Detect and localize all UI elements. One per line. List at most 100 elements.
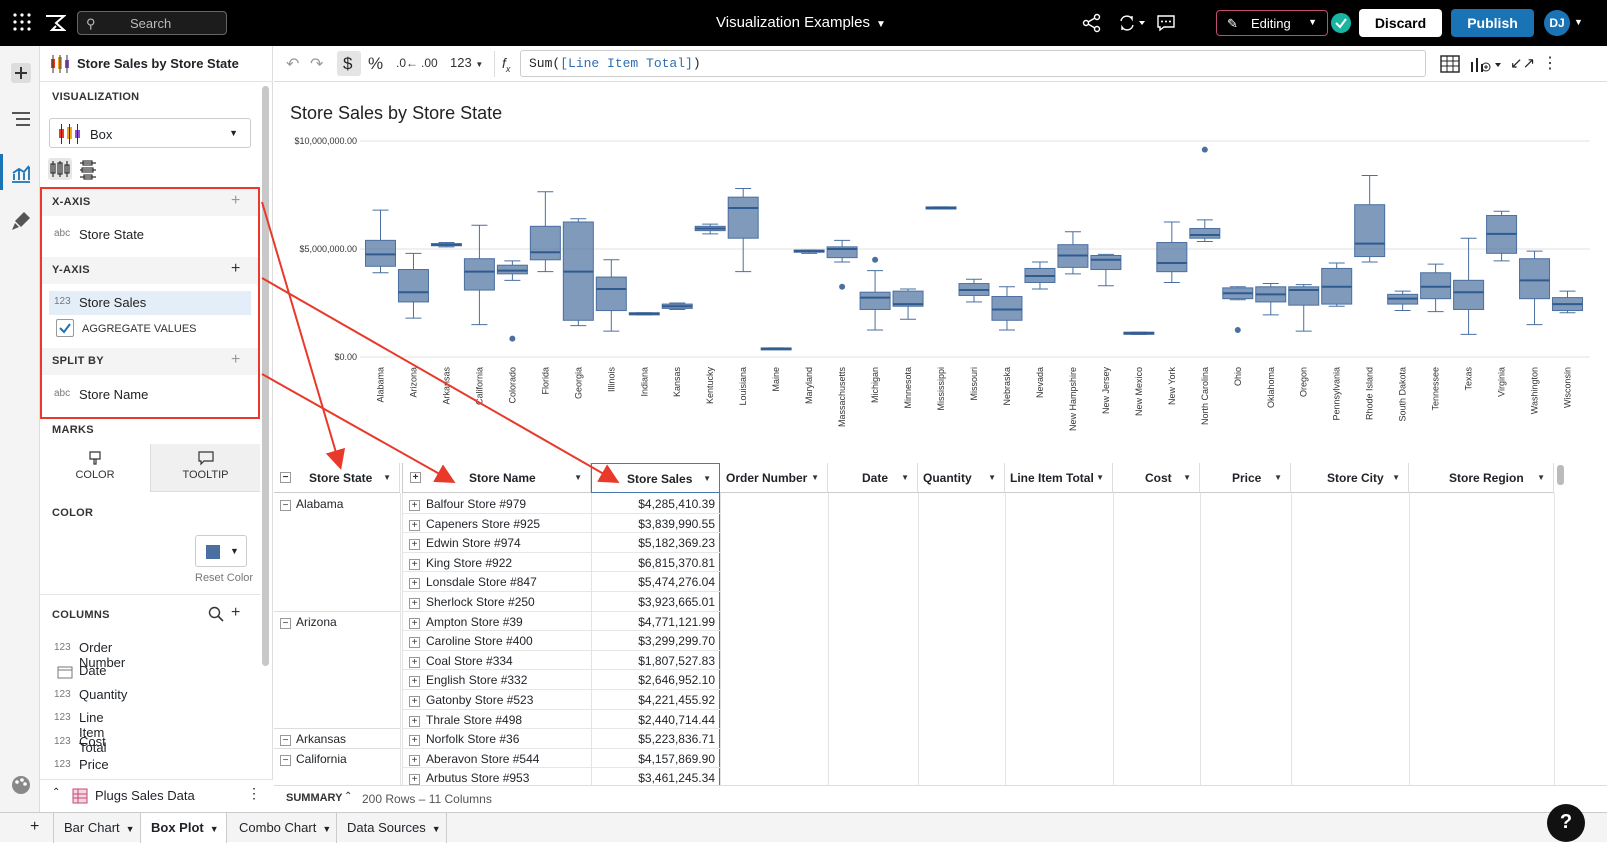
column-header-price[interactable]: Price ▼ <box>1200 463 1291 493</box>
viz-type-select[interactable]: Box ▼ <box>49 118 251 148</box>
refresh-menu-icon[interactable] <box>1117 13 1147 33</box>
expand-icon[interactable]: + <box>410 472 421 483</box>
marks-tab-color[interactable]: COLOR <box>40 444 150 492</box>
tab-data-sources[interactable]: Data Sources ▼ <box>337 813 447 843</box>
decrease-decimal-icon[interactable]: .0← <box>396 56 419 70</box>
editing-mode-button[interactable]: ✎ Editing ▼ <box>1216 10 1328 36</box>
sigma-logo-icon[interactable] <box>44 12 66 34</box>
expand-icon[interactable]: + <box>409 715 420 727</box>
table-cell-store[interactable]: + Norfolk Store #36 <box>409 729 519 749</box>
chevron-up-icon[interactable]: ⌃ <box>52 787 61 798</box>
table-cell-state[interactable]: − Alabama <box>280 494 343 514</box>
table-cell-store[interactable]: + Balfour Store #979 <box>409 494 526 514</box>
table-cell-store[interactable]: + Ampton Store #39 <box>409 612 523 632</box>
share-icon[interactable] <box>1082 13 1102 33</box>
vertical-box-toggle[interactable] <box>48 158 72 180</box>
expand-icon[interactable]: + <box>409 656 420 668</box>
search-icon[interactable] <box>208 606 224 622</box>
table-cell-state[interactable]: − California <box>280 749 347 769</box>
table-cell-store[interactable]: + English Store #332 <box>409 670 527 690</box>
table-cell-sales[interactable]: $6,815,370.81 <box>638 555 715 570</box>
table-cell-store[interactable]: + Sherlock Store #250 <box>409 592 535 612</box>
number-format-select[interactable]: 123 ▼ <box>450 55 483 70</box>
outline-icon[interactable] <box>10 108 32 130</box>
table-cell-store[interactable]: + Coal Store #334 <box>409 651 513 671</box>
tab-bar-chart[interactable]: Bar Chart ▼ <box>53 813 141 843</box>
chevron-down-icon[interactable]: ▼ <box>383 473 391 482</box>
aggregate-checkbox[interactable] <box>56 319 74 337</box>
table-cell-sales[interactable]: $3,839,990.55 <box>638 516 715 531</box>
y-axis-field[interactable]: 123 Store Sales <box>49 291 251 315</box>
expand-icon[interactable]: + <box>409 598 420 609</box>
formula-input[interactable]: Sum([Line Item Total]) <box>520 50 1426 77</box>
column-header-store-state[interactable]: − Store State ▼ <box>274 463 400 493</box>
table-cell-sales[interactable]: $2,440,714.44 <box>638 712 715 727</box>
data-source-footer[interactable]: ⌃ Plugs Sales Data ⋮ <box>40 779 273 811</box>
chevron-down-icon[interactable]: ▼ <box>1096 473 1104 482</box>
undo-icon[interactable]: ↶ <box>286 56 300 73</box>
table-cell-store[interactable]: + Thrale Store #498 <box>409 710 522 730</box>
expand-icon[interactable]: + <box>409 519 420 531</box>
column-header-order-number[interactable]: Order Number ▼ <box>720 463 828 493</box>
expand-icon[interactable]: + <box>409 735 420 747</box>
table-cell-sales[interactable]: $3,923,665.01 <box>638 595 715 609</box>
expand-icon[interactable]: + <box>409 578 420 590</box>
percent-format-icon[interactable]: % <box>368 54 384 73</box>
expand-icon[interactable]: + <box>409 637 420 649</box>
table-cell-sales[interactable]: $2,646,952.10 <box>638 673 715 688</box>
more-menu-icon[interactable]: ⋮ <box>1542 55 1558 72</box>
table-cell-sales[interactable]: $5,474,276.04 <box>638 575 715 590</box>
table-cell-state[interactable]: − Arizona <box>280 612 337 632</box>
collapse-icon[interactable]: − <box>280 617 291 629</box>
add-split-by-icon[interactable]: + <box>231 351 241 368</box>
publish-button[interactable]: Publish <box>1451 9 1534 37</box>
collapse-icon[interactable]: − <box>280 754 291 766</box>
chevron-down-icon[interactable]: ▼ <box>811 473 819 482</box>
increase-decimal-icon[interactable]: .00 <box>421 56 438 70</box>
table-cell-sales[interactable]: $5,223,836.71 <box>638 732 715 747</box>
chevron-down-icon[interactable]: ▼ <box>1274 473 1282 482</box>
currency-format-button[interactable]: $ <box>337 51 361 76</box>
add-element-icon[interactable] <box>10 62 32 84</box>
chevron-down-icon[interactable]: ▼ <box>1537 473 1545 482</box>
tab-box-plot[interactable]: Box Plot ▼ <box>141 813 227 843</box>
expand-icon[interactable]: + <box>409 558 420 570</box>
table-cell-store[interactable]: + Arbutus Store #953 <box>409 768 529 785</box>
column-header-cost[interactable]: Cost ▼ <box>1113 463 1200 493</box>
more-menu-icon[interactable]: ⋮ <box>247 785 261 801</box>
add-y-axis-icon[interactable]: + <box>231 260 241 277</box>
collapse-icon[interactable]: − <box>280 472 291 483</box>
redo-icon[interactable]: ↷ <box>310 56 324 73</box>
table-cell-store[interactable]: + Edwin Store #974 <box>409 533 521 553</box>
table-cell-store[interactable]: + Caroline Store #400 <box>409 631 533 651</box>
table-scrollbar[interactable] <box>1557 465 1564 485</box>
document-title[interactable]: Visualization Examples ▼ <box>716 14 886 31</box>
panel-scrollbar[interactable] <box>262 86 269 666</box>
chevron-down-icon[interactable]: ▼ <box>901 473 909 482</box>
chevron-down-icon[interactable]: ▼ <box>1183 473 1191 482</box>
expand-icon[interactable]: + <box>409 676 420 688</box>
chevron-up-icon[interactable]: ⌃ <box>344 791 353 802</box>
horizontal-box-icon[interactable] <box>78 159 98 181</box>
table-cell-sales[interactable]: $4,157,869.90 <box>638 751 715 766</box>
column-header-store-name[interactable]: + Store Name ▼ <box>402 463 591 493</box>
table-cell-sales[interactable]: $4,285,410.39 <box>638 497 715 511</box>
expand-icon[interactable]: + <box>409 617 420 629</box>
table-cell-state[interactable]: − Arkansas <box>280 729 346 749</box>
expand-icon[interactable]: + <box>409 500 420 511</box>
table-cell-sales[interactable]: $3,461,245.34 <box>638 771 715 785</box>
chevron-down-icon[interactable]: ▼ <box>1574 17 1583 27</box>
table-cell-store[interactable]: + Capeners Store #925 <box>409 514 540 534</box>
split-by-field[interactable]: abc Store Name <box>49 383 251 407</box>
table-cell-store[interactable]: + King Store #922 <box>409 553 512 573</box>
table-cell-sales[interactable]: $1,807,527.83 <box>638 653 715 668</box>
column-header-date[interactable]: Date ▼ <box>828 463 918 493</box>
help-button[interactable]: ? <box>1547 804 1585 842</box>
expand-icon[interactable]: + <box>409 754 420 766</box>
x-axis-field[interactable]: abc Store State <box>49 223 251 247</box>
collapse-icon[interactable]: − <box>280 735 291 747</box>
format-brush-icon[interactable] <box>10 210 32 232</box>
chevron-down-icon[interactable]: ▼ <box>574 473 582 482</box>
add-column-icon[interactable]: + <box>231 604 241 621</box>
column-header-store-region[interactable]: Store Region ▼ <box>1409 463 1554 493</box>
